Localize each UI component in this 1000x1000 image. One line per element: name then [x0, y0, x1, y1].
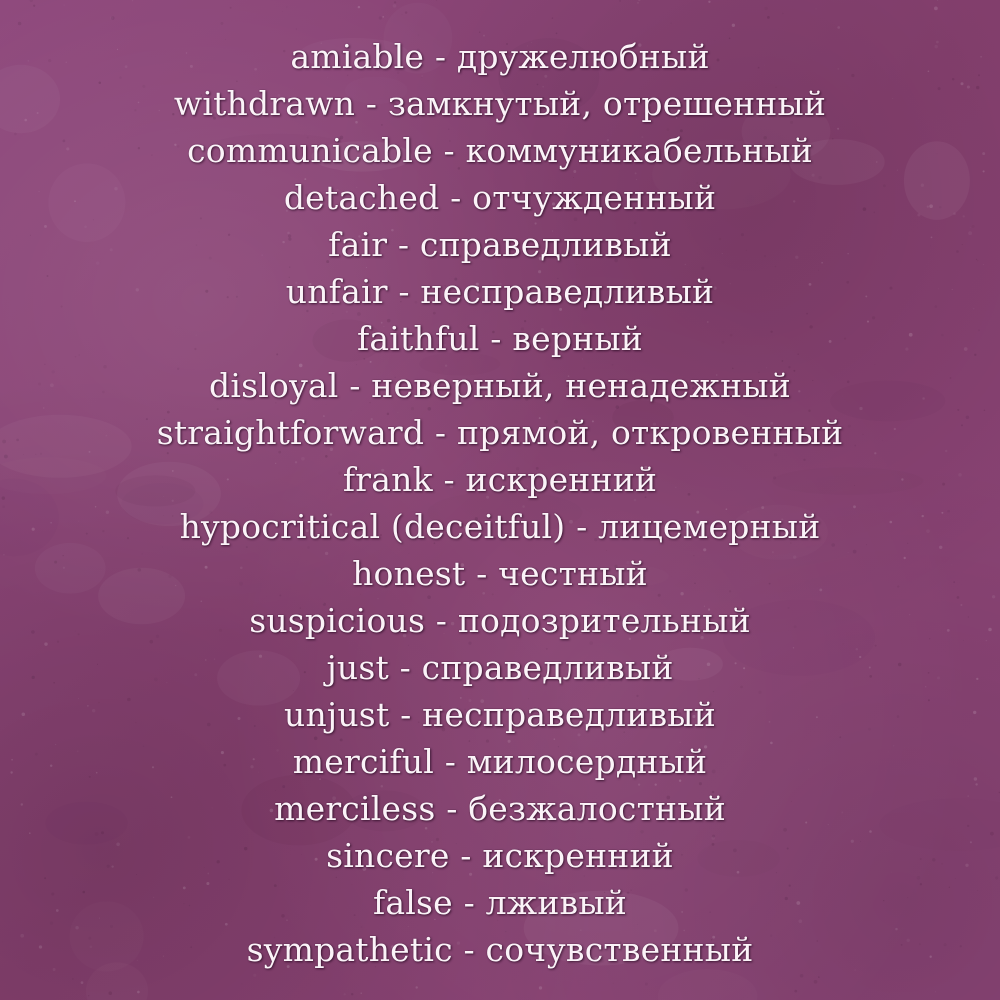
english-word: communicable	[187, 131, 433, 170]
russian-translation: лицемерный	[598, 507, 821, 546]
english-word: unjust	[284, 695, 390, 734]
russian-translation: замкнутый, отрешенный	[387, 84, 827, 123]
english-word: frank	[342, 460, 433, 499]
vocabulary-entry: false - лживый	[0, 879, 1000, 926]
russian-translation: справедливый	[421, 648, 674, 687]
vocabulary-entry: just - справедливый	[0, 644, 1000, 691]
english-word: sympathetic	[246, 930, 453, 969]
russian-translation: несправедливый	[422, 695, 716, 734]
russian-translation: дружелюбный	[456, 37, 710, 76]
russian-translation: справедливый	[419, 225, 672, 264]
russian-translation: безжалостный	[468, 789, 726, 828]
vocabulary-entry: fair - справедливый	[0, 221, 1000, 268]
english-word: sincere	[326, 836, 450, 875]
english-word: detached	[283, 178, 440, 217]
russian-translation: коммуникабельный	[465, 131, 813, 170]
english-word: merciful	[292, 742, 435, 781]
russian-translation: несправедливый	[420, 272, 715, 311]
russian-translation: верный	[512, 319, 643, 358]
separator: -	[565, 507, 599, 546]
vocabulary-entry: straightforward - прямой, откровенный	[0, 409, 1000, 456]
separator: -	[425, 601, 458, 640]
separator: -	[449, 836, 483, 875]
english-word: just	[326, 648, 389, 687]
russian-translation: честный	[498, 554, 648, 593]
separator: -	[452, 930, 486, 969]
english-word: withdrawn	[173, 84, 356, 123]
russian-translation: отчужденный	[472, 178, 717, 217]
separator: -	[338, 366, 372, 405]
english-word: disloyal	[209, 366, 339, 405]
separator: -	[479, 319, 513, 358]
vocabulary-entry: withdrawn - замкнутый, отрешенный	[0, 80, 1000, 127]
english-word: merciless	[274, 789, 436, 828]
vocabulary-entry: unjust - несправедливый	[0, 691, 1000, 738]
vocabulary-list: amiable - дружелюбный withdrawn - замкнут…	[0, 33, 1000, 973]
english-word: faithful	[356, 319, 480, 358]
english-word: unfair	[285, 272, 388, 311]
separator: -	[432, 460, 466, 499]
separator: -	[424, 37, 457, 76]
separator: -	[389, 695, 423, 734]
english-word: fair	[328, 225, 388, 264]
separator: -	[452, 883, 486, 922]
english-word: straightforward	[156, 413, 425, 452]
russian-translation: прямой, откровенный	[456, 413, 844, 452]
separator: -	[388, 648, 422, 687]
vocabulary-entry: detached - отчужденный	[0, 174, 1000, 221]
vocabulary-entry: merciless - безжалостный	[0, 785, 1000, 832]
vocabulary-entry: suspicious - подозрительный	[0, 597, 1000, 644]
vocabulary-entry: amiable - дружелюбный	[0, 33, 1000, 80]
separator: -	[435, 789, 469, 828]
vocabulary-entry: merciful - милосердный	[0, 738, 1000, 785]
russian-translation: искренний	[465, 460, 658, 499]
vocabulary-entry: disloyal - неверный, ненадежный	[0, 362, 1000, 409]
russian-translation: милосердный	[466, 742, 708, 781]
separator: -	[387, 272, 421, 311]
vocabulary-entry: sincere - искренний	[0, 832, 1000, 879]
separator: -	[439, 178, 473, 217]
english-word: honest	[352, 554, 466, 593]
vocabulary-entry: faithful - верный	[0, 315, 1000, 362]
separator: -	[424, 413, 457, 452]
vocabulary-entry: unfair - несправедливый	[0, 268, 1000, 315]
separator: -	[434, 742, 467, 781]
english-word: suspicious	[249, 601, 426, 640]
separator: -	[465, 554, 499, 593]
english-word: false	[372, 883, 453, 922]
russian-translation: неверный, ненадежный	[371, 366, 791, 405]
russian-translation: сочувственный	[485, 930, 754, 969]
english-word: hypocritical (deceitful)	[179, 507, 566, 546]
vocabulary-entry: sympathetic - сочувственный	[0, 926, 1000, 973]
russian-translation: лживый	[485, 883, 627, 922]
separator: -	[432, 131, 466, 170]
russian-translation: подозрительный	[457, 601, 751, 640]
separator: -	[355, 84, 388, 123]
vocabulary-entry: frank - искренний	[0, 456, 1000, 503]
vocabulary-entry: hypocritical (deceitful) - лицемерный	[0, 503, 1000, 550]
vocabulary-entry: honest - честный	[0, 550, 1000, 597]
english-word: amiable	[290, 37, 425, 76]
separator: -	[387, 225, 420, 264]
vocabulary-entry: communicable - коммуникабельный	[0, 127, 1000, 174]
russian-translation: искренний	[482, 836, 674, 875]
